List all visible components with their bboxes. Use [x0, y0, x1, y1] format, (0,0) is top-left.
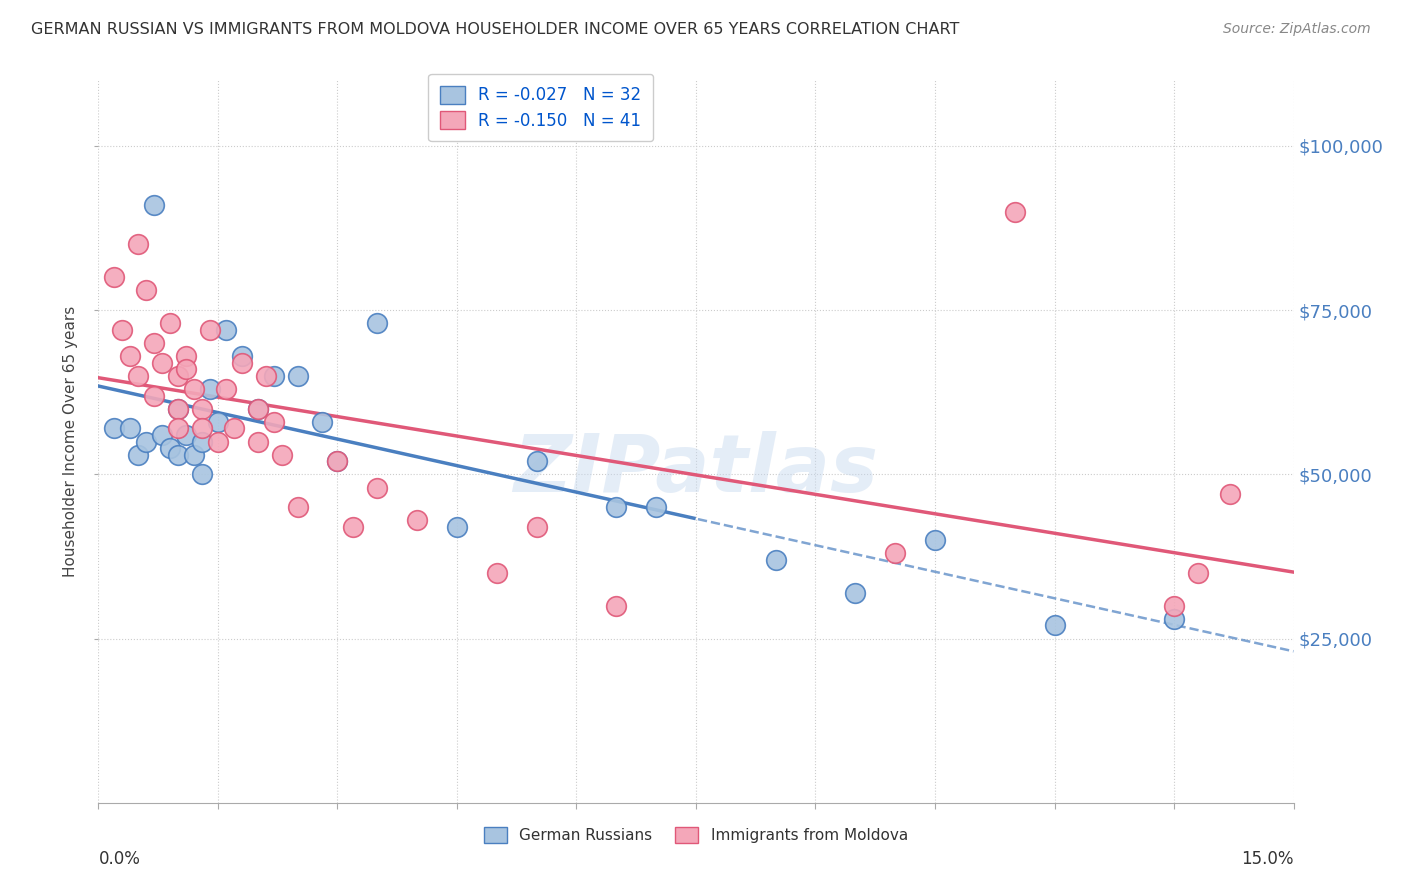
Point [174, 362, 197, 376]
Point [246, 434, 269, 449]
Point [198, 382, 221, 396]
Point [167, 368, 190, 383]
Point [127, 368, 149, 383]
Point [198, 323, 221, 337]
Point [884, 546, 907, 560]
Point [135, 284, 157, 298]
Point [159, 441, 181, 455]
Point [167, 421, 190, 435]
Point [231, 356, 253, 370]
Point [183, 382, 205, 396]
Point [120, 421, 142, 435]
Text: 0.0%: 0.0% [98, 850, 141, 868]
Point [366, 316, 388, 330]
Point [270, 448, 292, 462]
Point [246, 401, 269, 416]
Point [174, 349, 197, 363]
Point [1043, 618, 1066, 632]
Text: Source: ZipAtlas.com: Source: ZipAtlas.com [1223, 22, 1371, 37]
Point [127, 448, 149, 462]
Point [254, 368, 277, 383]
Point [765, 553, 787, 567]
Y-axis label: Householder Income Over 65 years: Householder Income Over 65 years [63, 306, 79, 577]
Point [924, 533, 946, 547]
Point [150, 356, 173, 370]
Text: GERMAN RUSSIAN VS IMMIGRANTS FROM MOLDOVA HOUSEHOLDER INCOME OVER 65 YEARS CORRE: GERMAN RUSSIAN VS IMMIGRANTS FROM MOLDOV… [31, 22, 959, 37]
Point [844, 585, 866, 599]
Point [150, 428, 173, 442]
Point [326, 454, 349, 468]
Point [143, 336, 166, 351]
Point [191, 401, 214, 416]
Point [167, 401, 190, 416]
Point [127, 237, 149, 252]
Point [287, 368, 309, 383]
Point [1219, 487, 1241, 501]
Point [167, 401, 190, 416]
Point [222, 421, 245, 435]
Point [526, 454, 548, 468]
Point [207, 434, 229, 449]
Point [326, 454, 349, 468]
Point [143, 388, 166, 402]
Point [191, 467, 214, 482]
Text: ZIPatlas: ZIPatlas [513, 432, 879, 509]
Point [246, 401, 269, 416]
Point [120, 349, 142, 363]
Point [183, 448, 205, 462]
Point [446, 520, 468, 534]
Point [263, 368, 285, 383]
Point [215, 382, 238, 396]
Point [342, 520, 364, 534]
Point [526, 520, 548, 534]
Text: 15.0%: 15.0% [1241, 850, 1294, 868]
Point [311, 415, 333, 429]
Point [111, 323, 134, 337]
Point [605, 500, 627, 515]
Point [366, 481, 388, 495]
Legend: German Russians, Immigrants from Moldova: German Russians, Immigrants from Moldova [478, 821, 914, 849]
Point [191, 434, 214, 449]
Point [103, 270, 125, 285]
Point [207, 415, 229, 429]
Point [167, 448, 190, 462]
Point [1004, 204, 1026, 219]
Point [1163, 599, 1185, 613]
Point [1187, 566, 1209, 580]
Point [645, 500, 668, 515]
Point [174, 428, 197, 442]
Point [103, 421, 125, 435]
Point [159, 316, 181, 330]
Point [406, 513, 429, 527]
Point [215, 323, 238, 337]
Point [1163, 612, 1185, 626]
Point [143, 198, 166, 212]
Point [287, 500, 309, 515]
Point [605, 599, 627, 613]
Point [135, 434, 157, 449]
Point [191, 421, 214, 435]
Point [231, 349, 253, 363]
Point [263, 415, 285, 429]
Point [485, 566, 508, 580]
